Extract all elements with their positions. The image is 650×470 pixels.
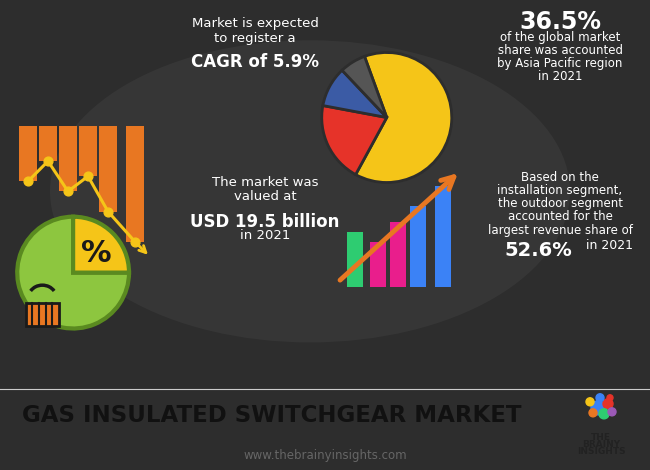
Text: to register a: to register a — [214, 32, 296, 45]
Text: Market is expected: Market is expected — [192, 17, 318, 30]
Wedge shape — [323, 70, 387, 118]
Text: GAS INSULATED SWITCHGEAR MARKET: GAS INSULATED SWITCHGEAR MARKET — [22, 404, 521, 427]
Bar — [39, 126, 57, 161]
Circle shape — [589, 409, 597, 417]
Text: of the global market: of the global market — [500, 31, 620, 44]
Wedge shape — [342, 56, 387, 118]
Text: in 2021: in 2021 — [538, 70, 582, 84]
Bar — [370, 242, 386, 287]
Text: the outdoor segment: the outdoor segment — [497, 197, 623, 211]
Circle shape — [608, 408, 616, 416]
Text: INSIGHTS: INSIGHTS — [577, 447, 625, 456]
Text: accounted for the: accounted for the — [508, 211, 612, 224]
Bar — [99, 126, 117, 212]
Bar — [435, 186, 451, 287]
Bar — [79, 126, 97, 176]
Wedge shape — [356, 53, 452, 182]
FancyArrowPatch shape — [340, 177, 454, 280]
Bar — [390, 221, 406, 287]
Wedge shape — [18, 217, 129, 329]
Text: share was accounted: share was accounted — [497, 44, 623, 57]
Point — [83, 172, 93, 180]
Point — [43, 157, 53, 165]
Bar — [19, 126, 37, 181]
Text: in 2021: in 2021 — [582, 239, 633, 252]
Text: www.thebrainyinsights.com: www.thebrainyinsights.com — [243, 449, 407, 462]
Circle shape — [607, 395, 613, 401]
Point — [103, 208, 113, 215]
Text: %: % — [81, 239, 112, 267]
Circle shape — [603, 399, 613, 409]
FancyBboxPatch shape — [25, 303, 59, 326]
Point — [23, 178, 33, 185]
Text: by Asia Pacific region: by Asia Pacific region — [497, 57, 623, 70]
Text: The market was: The market was — [212, 176, 318, 189]
Wedge shape — [322, 106, 387, 174]
Text: largest revenue share of: largest revenue share of — [488, 224, 632, 236]
Text: Based on the: Based on the — [521, 171, 599, 184]
Bar — [410, 206, 426, 287]
Bar — [347, 232, 363, 287]
Circle shape — [586, 398, 594, 406]
Circle shape — [599, 409, 609, 419]
Text: in 2021: in 2021 — [240, 228, 290, 242]
Text: 36.5%: 36.5% — [519, 10, 601, 34]
Text: installation segment,: installation segment, — [497, 184, 623, 197]
Circle shape — [596, 394, 604, 402]
Bar — [59, 126, 77, 191]
Text: THE: THE — [591, 433, 611, 442]
Text: BRAINY: BRAINY — [582, 440, 620, 449]
Bar — [126, 126, 144, 242]
Text: CAGR of 5.9%: CAGR of 5.9% — [191, 54, 319, 71]
Wedge shape — [73, 217, 129, 273]
Text: valued at: valued at — [234, 190, 296, 204]
Point — [63, 188, 73, 195]
Ellipse shape — [50, 40, 570, 343]
Point — [130, 238, 140, 245]
Circle shape — [591, 401, 605, 415]
Text: USD 19.5 billion: USD 19.5 billion — [190, 212, 340, 230]
Text: 52.6%: 52.6% — [504, 241, 572, 260]
